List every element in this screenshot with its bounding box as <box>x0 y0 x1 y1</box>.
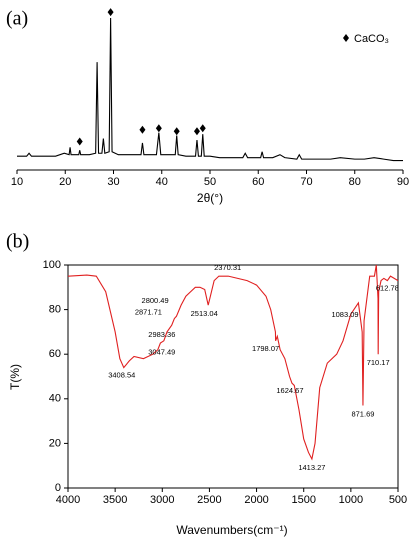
legend-marker <box>343 34 349 42</box>
x-tick-label: 1500 <box>291 494 315 506</box>
x-tick-label: 60 <box>252 176 264 188</box>
y-tick-label: 100 <box>43 259 61 271</box>
peak-annotation: 3408.54 <box>108 371 135 380</box>
peak-marker <box>173 127 180 136</box>
panel-label: (a) <box>6 8 28 30</box>
x-axis-label: Wavenumbers(cm⁻¹) <box>176 523 287 537</box>
data-line <box>17 17 403 162</box>
peak-annotation: 2370.31 <box>214 263 241 272</box>
peak-annotation: 2800.49 <box>142 296 169 305</box>
x-tick-label: 20 <box>59 176 71 188</box>
peak-marker <box>139 125 146 134</box>
x-tick-label: 1000 <box>339 494 363 506</box>
y-axis-label: T(%) <box>8 364 22 390</box>
x-tick-label: 80 <box>349 176 361 188</box>
peak-annotation: 2983.36 <box>148 330 175 339</box>
peak-annotation: 871.69 <box>351 409 374 418</box>
x-tick-label: 40 <box>156 176 168 188</box>
peak-marker <box>155 124 162 133</box>
peak-annotation: 1083.09 <box>331 310 358 319</box>
peak-annotation: 1413.27 <box>298 463 325 472</box>
x-axis-label: 2θ(°) <box>197 191 223 205</box>
data-line <box>67 264 399 461</box>
y-tick-label: 40 <box>49 393 61 405</box>
y-tick-label: 0 <box>55 482 61 494</box>
y-tick-label: 20 <box>49 437 61 449</box>
peak-marker <box>193 127 200 136</box>
x-tick-label: 4000 <box>56 494 80 506</box>
y-tick-label: 60 <box>49 348 61 360</box>
x-tick-label: 2500 <box>197 494 221 506</box>
peak-annotation: 612.78 <box>376 284 399 293</box>
peak-annotation: 2871.71 <box>135 308 162 317</box>
peak-marker <box>199 124 206 133</box>
peak-annotation: 3047.49 <box>148 348 175 357</box>
peak-annotation: 710.17 <box>367 358 390 367</box>
x-tick-label: 50 <box>204 176 216 188</box>
x-tick-label: 3500 <box>103 494 127 506</box>
x-tick-label: 500 <box>389 494 407 506</box>
x-tick-label: 30 <box>107 176 119 188</box>
peak-annotation: 1798.07 <box>252 344 279 353</box>
peak-annotation: 2513.04 <box>191 309 218 318</box>
panel-label: (b) <box>6 231 29 253</box>
x-tick-label: 70 <box>300 176 312 188</box>
x-tick-label: 3000 <box>150 494 174 506</box>
y-tick-label: 80 <box>49 304 61 316</box>
x-tick-label: 10 <box>11 176 23 188</box>
peak-marker <box>76 137 83 146</box>
x-tick-label: 2000 <box>244 494 268 506</box>
legend-label: CaCO₃ <box>354 33 389 45</box>
peak-marker <box>107 8 114 17</box>
plot-frame <box>67 264 399 489</box>
peak-annotation: 1624.67 <box>276 386 303 395</box>
x-tick-label: 90 <box>397 176 409 188</box>
